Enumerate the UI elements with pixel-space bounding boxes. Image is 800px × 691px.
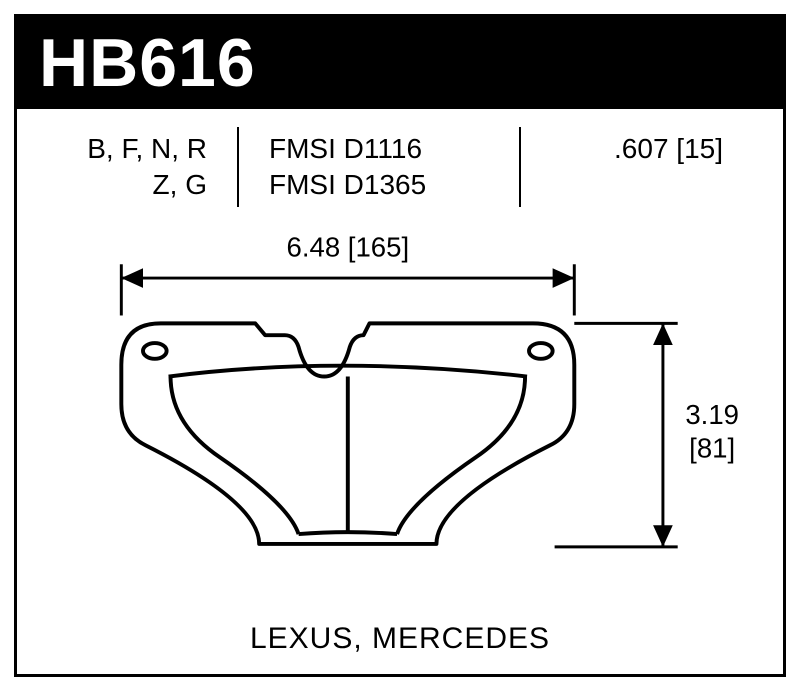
height-label-2: [81] xyxy=(689,432,735,463)
fmsi-column: FMSI D1116 FMSI D1365 xyxy=(239,109,519,214)
compounds-column: B, F, N, R Z, G xyxy=(17,109,237,214)
thickness-column: .607 [15] xyxy=(521,109,783,177)
footer: LEXUS, MERCEDES xyxy=(17,604,783,674)
part-number: HB616 xyxy=(39,24,256,102)
compounds-line-1: B, F, N, R xyxy=(47,131,207,167)
width-dimension: 6.48 [165] xyxy=(121,231,574,315)
height-dimension: 3.19 [81] xyxy=(555,323,739,547)
fmsi-line-1: FMSI D1116 xyxy=(269,131,489,167)
fmsi-line-2: FMSI D1365 xyxy=(269,167,489,203)
thickness-value: .607 [15] xyxy=(551,131,723,167)
compounds-line-2: Z, G xyxy=(47,167,207,203)
brake-pad-diagram: 6.48 [165] 3.19 [81] xyxy=(17,217,783,604)
vehicle-applications: LEXUS, MERCEDES xyxy=(250,622,550,656)
diagram-area: 6.48 [165] 3.19 [81] xyxy=(17,217,783,604)
spec-row: B, F, N, R Z, G FMSI D1116 FMSI D1365 .6… xyxy=(17,109,783,219)
title-bar: HB616 xyxy=(17,17,783,109)
brake-pad-shape xyxy=(121,323,574,544)
width-label: 6.48 [165] xyxy=(287,231,410,262)
height-label-1: 3.19 xyxy=(685,399,739,430)
